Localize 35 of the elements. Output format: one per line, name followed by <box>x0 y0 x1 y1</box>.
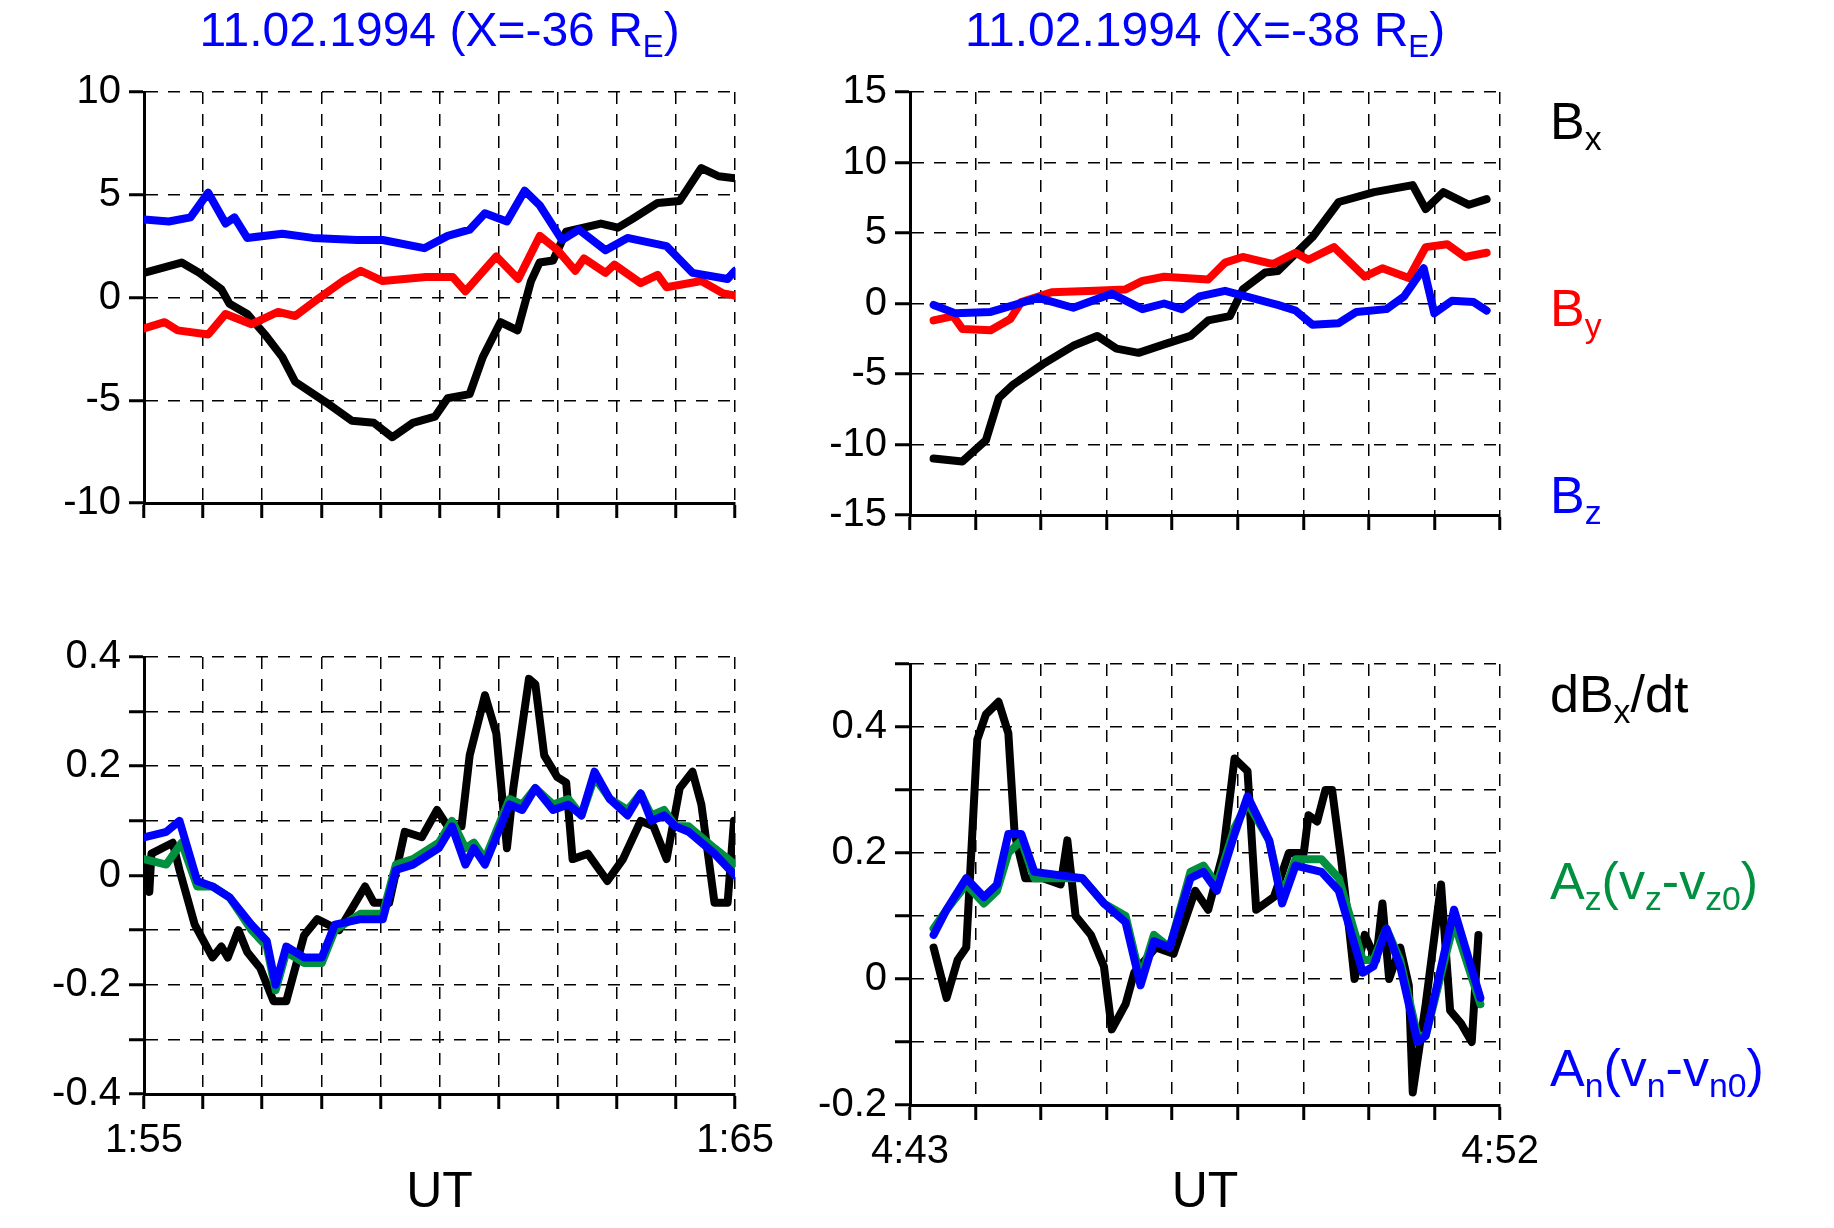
y-tick-label: 0 <box>864 278 887 323</box>
y-tick-label: -15 <box>829 490 887 535</box>
y-tick-label: 10 <box>76 67 121 112</box>
y-tick-label: -5 <box>851 349 887 394</box>
y-tick-label: 0.4 <box>65 632 121 677</box>
chart-title: 11.02.1994 (X=-38 R$_{E}$) <box>963 2 1447 65</box>
series-label: B$_{y}$ <box>1550 277 1602 346</box>
x-tick-label: 4:52 <box>1461 1127 1539 1172</box>
y-tick-label: -10 <box>63 478 121 523</box>
x-tick-label: 1:65 <box>696 1116 774 1161</box>
y-tick-label: 0.2 <box>65 741 121 786</box>
x-tick-label: 1:55 <box>105 1116 183 1161</box>
x-tick-label: 4:43 <box>871 1127 949 1172</box>
series-label: A$_{n}$(v$_{n}$-v$_{n0}$) <box>1550 1037 1764 1105</box>
y-tick-label: 0.4 <box>831 702 887 747</box>
y-tick-label: 0.2 <box>831 828 887 873</box>
y-tick-label: -5 <box>85 375 121 420</box>
x-axis-title: UT <box>406 1161 473 1218</box>
y-tick-label: -0.2 <box>818 1080 887 1125</box>
y-tick-label: -0.2 <box>52 959 121 1004</box>
series-label: A$_{z}$(v$_{z}$-v$_{z0}$) <box>1550 850 1760 919</box>
y-tick-label: -10 <box>829 419 887 464</box>
text: B$_{z}$ <box>1550 464 1602 532</box>
y-tick-label: 0 <box>98 850 121 895</box>
y-tick-label: 10 <box>842 137 887 182</box>
y-tick-label: 5 <box>864 208 887 253</box>
text: dB$_{x}$/dt <box>1550 664 1690 732</box>
series-label: B$_{x}$ <box>1550 91 1602 159</box>
y-tick-label: 0 <box>864 954 887 999</box>
y-tick-label: -0.4 <box>52 1069 121 1114</box>
y-tick-label: 15 <box>842 67 887 112</box>
y-tick-label: 0 <box>98 272 121 317</box>
x-axis-title: UT <box>1171 1161 1239 1218</box>
chart-title: 11.02.1994 (X=-36 R$_{E}$) <box>198 2 681 65</box>
y-tick-label: 5 <box>98 169 121 214</box>
